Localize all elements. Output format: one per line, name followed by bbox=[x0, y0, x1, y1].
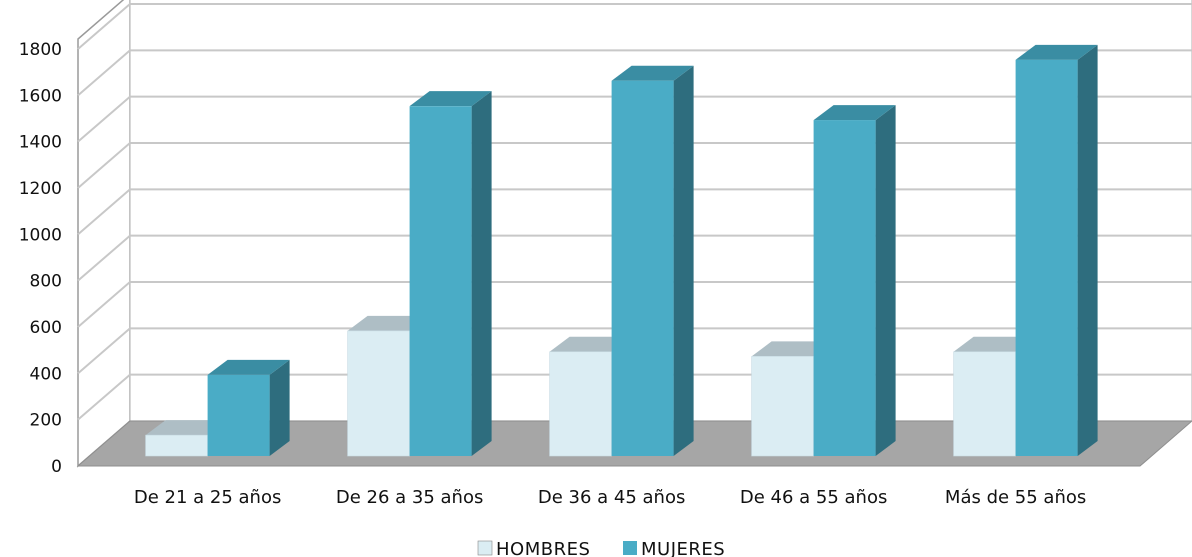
x-tick-label-de-36-a-45-anos: De 36 a 45 años bbox=[538, 487, 686, 508]
y-tick-label: 600 bbox=[30, 318, 62, 338]
bars bbox=[145, 44, 1098, 457]
bar-top-face bbox=[549, 336, 632, 352]
x-tick-label-de-21-a-25-anos: De 21 a 25 años bbox=[134, 487, 282, 508]
bar-side-face bbox=[471, 91, 492, 456]
bar-mujeres-de-26-a-35-anos bbox=[409, 91, 492, 456]
bar-top-face bbox=[207, 359, 290, 375]
bar-front-face bbox=[549, 351, 612, 457]
bar-front-face bbox=[751, 356, 814, 457]
bar-mujeres-mas-de-55-anos bbox=[1015, 44, 1098, 456]
gridline bbox=[77, 49, 1192, 97]
legend: HOMBRES MUJERES bbox=[477, 539, 725, 557]
bar-top-face bbox=[409, 91, 492, 107]
y-tick-label: 1000 bbox=[19, 225, 62, 245]
x-tick-label-de-26-a-35-anos: De 26 a 35 años bbox=[336, 487, 484, 508]
y-tick-label: 1400 bbox=[19, 133, 62, 153]
bar-front-face bbox=[813, 120, 876, 456]
bar-top-face bbox=[145, 420, 228, 436]
bar-front-face bbox=[409, 106, 472, 456]
bar-top-face bbox=[611, 65, 694, 81]
legend-swatch-mujeres bbox=[623, 541, 637, 555]
y-tick-label: 1200 bbox=[19, 179, 62, 199]
y-tick-label: 1600 bbox=[19, 86, 62, 106]
y-tick-label: 1800 bbox=[19, 40, 62, 60]
y-tick-label: 800 bbox=[30, 272, 62, 292]
bar-side-face bbox=[1077, 44, 1098, 456]
bar-front-face bbox=[953, 351, 1016, 457]
bar-side-face bbox=[269, 359, 290, 456]
bar-top-face bbox=[347, 315, 430, 331]
legend-label-mujeres: MUJERES bbox=[641, 539, 725, 557]
bar-top-face bbox=[1015, 44, 1098, 60]
bar-top-face bbox=[953, 336, 1036, 352]
bar-front-face bbox=[611, 80, 674, 456]
legend-label-hombres: HOMBRES bbox=[496, 539, 590, 557]
bar-front-face bbox=[1015, 59, 1078, 456]
bar-side-face bbox=[875, 105, 896, 456]
bar-front-face bbox=[347, 330, 410, 457]
bar-front-face bbox=[207, 374, 270, 456]
bar-mujeres-de-46-a-55-anos bbox=[813, 105, 896, 456]
y-tick-label: 0 bbox=[51, 457, 62, 477]
y-tick-label: 400 bbox=[30, 364, 62, 384]
legend-swatch-hombres bbox=[477, 540, 493, 556]
gridline bbox=[77, 95, 1192, 143]
bar-mujeres-de-36-a-45-anos bbox=[611, 65, 694, 456]
bar-top-face bbox=[751, 341, 834, 357]
y-tick-label: 200 bbox=[30, 411, 62, 431]
gridline bbox=[77, 3, 1192, 50]
y-axis-ticks: 0 200 400 600 800 1000 1200 1400 1600 1800 bbox=[19, 40, 62, 477]
x-tick-label-mas-de-55-anos: Más de 55 años bbox=[945, 487, 1086, 508]
bar-top-face bbox=[813, 105, 896, 121]
bar-front-face bbox=[145, 434, 208, 457]
bar-side-face bbox=[673, 65, 694, 456]
bar-mujeres-de-21-a-25-anos bbox=[207, 359, 290, 456]
x-axis-ticks: De 21 a 25 años De 26 a 35 años De 36 a 45… bbox=[134, 487, 1086, 508]
x-tick-label-de-46-a-55-anos: De 46 a 55 años bbox=[740, 487, 888, 508]
